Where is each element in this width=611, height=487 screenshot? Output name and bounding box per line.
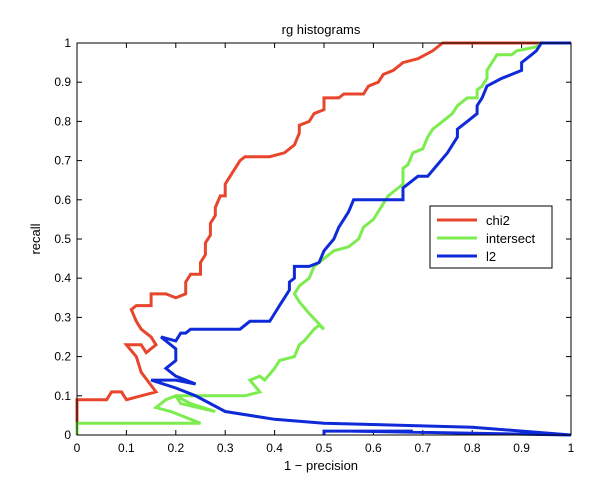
series-line-l2 <box>150 41 572 437</box>
y-tick-label: 1 <box>64 36 71 50</box>
x-tick-label: 0.3 <box>217 441 234 455</box>
y-tick-label: 0.1 <box>54 389 71 403</box>
legend-box <box>429 205 553 269</box>
x-tick-label: 0 <box>74 441 81 455</box>
legend-label-l2: l2 <box>486 249 496 264</box>
y-tick-label: 0.6 <box>54 193 71 207</box>
y-tick-label: 0.5 <box>54 232 71 246</box>
y-tick-label: 0 <box>64 428 71 442</box>
x-tick-label: 0.2 <box>167 441 184 455</box>
y-tick-label: 0.4 <box>54 271 71 285</box>
x-tick-label: 0.8 <box>464 441 481 455</box>
plot-frame <box>76 42 572 436</box>
chart-title: rg histograms <box>282 22 361 37</box>
y-axis-label: recall <box>28 223 43 254</box>
x-tick-label: 0.4 <box>266 441 283 455</box>
x-tick-label: 0.9 <box>513 441 530 455</box>
x-axis-label: 1 − precision <box>284 458 358 473</box>
legend-label-chi2: chi2 <box>486 213 510 228</box>
x-tick-label: 0.5 <box>316 441 333 455</box>
y-tick-label: 0.9 <box>54 75 71 89</box>
series-line-chi2 <box>75 41 571 435</box>
y-tick-label: 0.3 <box>54 310 71 324</box>
y-tick-label: 0.8 <box>54 114 71 128</box>
axis-ticks: 0 0.1 0.2 0.3 0.4 0.5 0.6 0.7 0.8 0.9 1 0 0.1 0.2 0.3 0… <box>54 36 574 455</box>
y-tick-label: 0.2 <box>54 350 71 364</box>
x-tick-label: 1 <box>568 441 575 455</box>
x-tick-label: 0.1 <box>118 441 135 455</box>
plot-lines <box>75 41 572 437</box>
y-tick-label: 0.7 <box>54 154 71 168</box>
legend-label-intersect: intersect <box>486 231 536 246</box>
legend: chi2 intersect l2 <box>429 205 553 269</box>
x-tick-label: 0.7 <box>414 441 431 455</box>
series-line-intersect <box>75 41 543 435</box>
x-tick-label: 0.6 <box>365 441 382 455</box>
